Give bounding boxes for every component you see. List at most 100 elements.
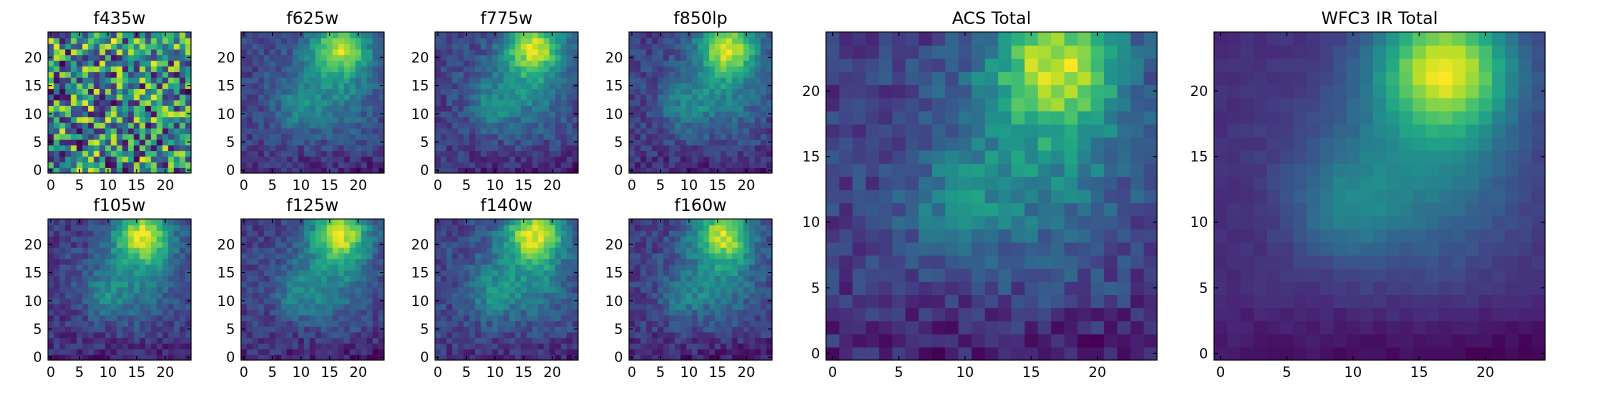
heatmap-cell [566,161,573,168]
heatmap-cell [640,37,647,44]
heatmap-cell [492,88,499,95]
heatmap-cell [754,297,762,305]
heatmap-cell [651,60,659,67]
heatmap-cell [110,43,118,50]
heatmap-cell [128,71,135,78]
heatmap-cell [555,314,562,322]
heatmap-cell [737,82,744,89]
heatmap-cell [70,94,78,101]
heatmap-cell [572,65,579,73]
heatmap-cell [469,161,476,168]
heatmap-cell [59,343,66,350]
heatmap-cell [303,116,311,123]
heatmap-cell [452,343,459,350]
heatmap-cell [663,331,670,339]
heatmap-cell [743,110,750,118]
heatmap-cell [48,71,55,78]
heatmap-cell [714,320,722,327]
heatmap-cell [640,326,647,333]
heatmap-cell [70,82,78,89]
y-tick-label: 10 [217,107,235,123]
heatmap-cell [332,230,339,237]
heatmap-cell [246,32,254,39]
heatmap-cell [480,122,488,129]
heatmap-cell [53,269,61,276]
heatmap-cell [105,116,112,123]
heatmap-cell [543,122,550,129]
heatmap-cell [366,275,374,282]
heatmap-cell [162,348,169,355]
heatmap-cell [669,303,676,310]
heatmap-cell [475,269,482,276]
heatmap-cell [366,54,374,61]
heatmap-cell [53,48,61,56]
heatmap-cell [349,264,356,271]
heatmap-cell [486,354,493,361]
heatmap-cell [150,127,158,135]
heatmap-cell [749,320,756,327]
heatmap-cell [156,82,163,89]
heatmap-cell [640,269,647,276]
heatmap-cell [173,127,181,135]
heatmap-cell [503,43,510,50]
heatmap-cell [179,247,186,254]
heatmap-cell [651,354,659,361]
heatmap-cell [168,309,175,316]
heatmap-cell [492,337,499,344]
heatmap-cell [70,326,78,333]
heatmap-cell [486,54,493,61]
heatmap-cell [65,105,72,112]
heatmap-cell [754,71,762,78]
heatmap-cell [53,110,61,118]
heatmap-cell [691,105,699,112]
heatmap-cell [281,48,288,56]
heatmap-cell [475,286,482,293]
heatmap-cell [298,247,305,254]
heatmap-cell [309,264,316,271]
heatmap-cell [731,343,739,350]
heatmap-cell [691,337,699,344]
heatmap-cell [475,88,482,95]
heatmap-cell [128,37,135,44]
heatmap-cell [110,314,118,322]
heatmap-cell [315,71,322,78]
heatmap-cell [88,247,95,254]
heatmap-cell [760,314,767,322]
heatmap-cell [463,48,470,56]
heatmap-cell [185,156,192,163]
heatmap-cell [110,77,118,84]
heatmap-cell [697,116,704,123]
heatmap-cell [286,320,294,327]
heatmap-cell [275,247,282,254]
heatmap-cell [640,122,647,129]
heatmap-cell [446,32,453,39]
heatmap-cell [292,286,299,293]
heatmap-cell [156,150,163,157]
heatmap-cell [646,326,653,333]
heatmap-cell [162,320,169,327]
heatmap-cell [640,144,647,152]
heatmap-cell [674,309,682,316]
heatmap-cell [122,77,129,84]
heatmap-cell [714,281,722,288]
heatmap-cell [82,110,89,118]
heatmap-cell [737,99,744,106]
heatmap-cell [128,337,135,344]
heatmap-cell [252,156,259,163]
heatmap-cell [281,43,288,50]
heatmap-cell [497,235,505,243]
heatmap-cell [292,167,299,174]
heatmap-cell [475,94,482,101]
heatmap-cell [372,110,379,118]
heatmap-cell [572,71,579,78]
heatmap-cell [179,320,186,327]
heatmap-cell [252,110,259,118]
heatmap-cell [640,292,647,299]
heatmap-cell [560,99,568,106]
heatmap-cell [53,286,61,293]
heatmap-cell [492,65,499,73]
heatmap-cell [332,77,339,84]
heatmap-cell [669,127,676,135]
heatmap-cell [70,286,78,293]
heatmap-cell [275,110,282,118]
